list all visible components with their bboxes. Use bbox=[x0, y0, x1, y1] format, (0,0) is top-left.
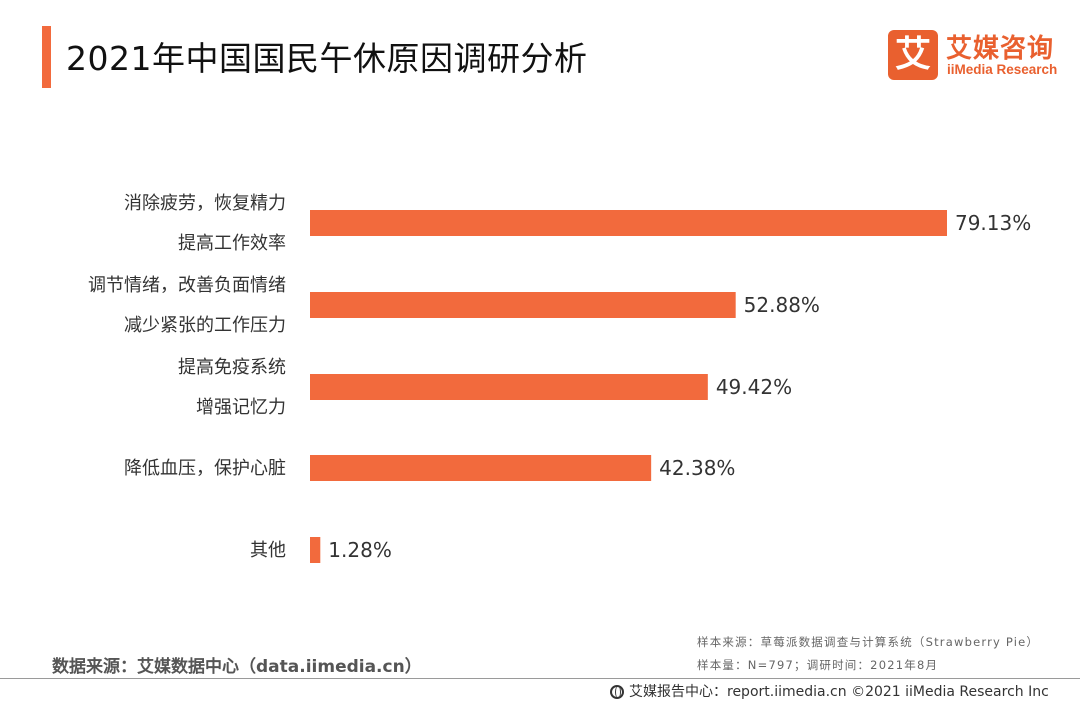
category-label-3-0: 降低血压，保护心脏 bbox=[124, 458, 286, 479]
title-accent-bar bbox=[42, 26, 51, 88]
iimedia-logo: 艾 艾媒咨询 iiMedia Research bbox=[888, 30, 1070, 82]
page-title: 2021年中国国民午休原因调研分析 bbox=[66, 39, 588, 78]
bar-4 bbox=[310, 537, 321, 563]
value-label-4: 1.28% bbox=[328, 538, 392, 562]
globe-icon bbox=[610, 685, 624, 699]
category-label-1-0: 调节情绪，改善负面情绪 bbox=[88, 275, 286, 296]
category-label-2-1: 增强记忆力 bbox=[196, 397, 286, 418]
value-label-3: 42.38% bbox=[659, 456, 735, 480]
footer-copyright: 艾媒报告中心：report.iimedia.cn ©2021 iiMedia R… bbox=[610, 681, 1049, 701]
sample-source: 样本来源：草莓派数据调查与计算系统（Strawberry Pie） bbox=[697, 635, 1040, 649]
category-label-0-1: 提高工作效率 bbox=[178, 233, 286, 254]
bar-0 bbox=[310, 210, 947, 236]
bar-3 bbox=[310, 455, 652, 481]
category-label-2-0: 提高免疫系统 bbox=[178, 357, 286, 378]
footer-divider bbox=[0, 678, 1080, 679]
category-label-4-0: 其他 bbox=[250, 540, 286, 561]
copyright-text: 艾媒报告中心：report.iimedia.cn ©2021 iiMedia R… bbox=[629, 684, 1049, 700]
logo-mark-icon: 艾 bbox=[888, 30, 938, 80]
data-source: 数据来源：艾媒数据中心（data.iimedia.cn） bbox=[52, 657, 422, 677]
category-label-0-0: 消除疲劳，恢复精力 bbox=[124, 193, 286, 214]
value-label-2: 49.42% bbox=[716, 375, 792, 399]
category-label-1-1: 减少紧张的工作压力 bbox=[124, 315, 286, 336]
value-label-1: 52.88% bbox=[744, 293, 820, 317]
logo-cn-text: 艾媒咨询 bbox=[946, 34, 1055, 64]
bar-2 bbox=[310, 374, 708, 400]
value-label-0: 79.13% bbox=[955, 211, 1031, 235]
bar-1 bbox=[310, 292, 736, 318]
logo-en-text: iiMedia Research bbox=[947, 62, 1058, 77]
sample-info: 样本量：N=797；调研时间：2021年8月 bbox=[697, 658, 939, 672]
